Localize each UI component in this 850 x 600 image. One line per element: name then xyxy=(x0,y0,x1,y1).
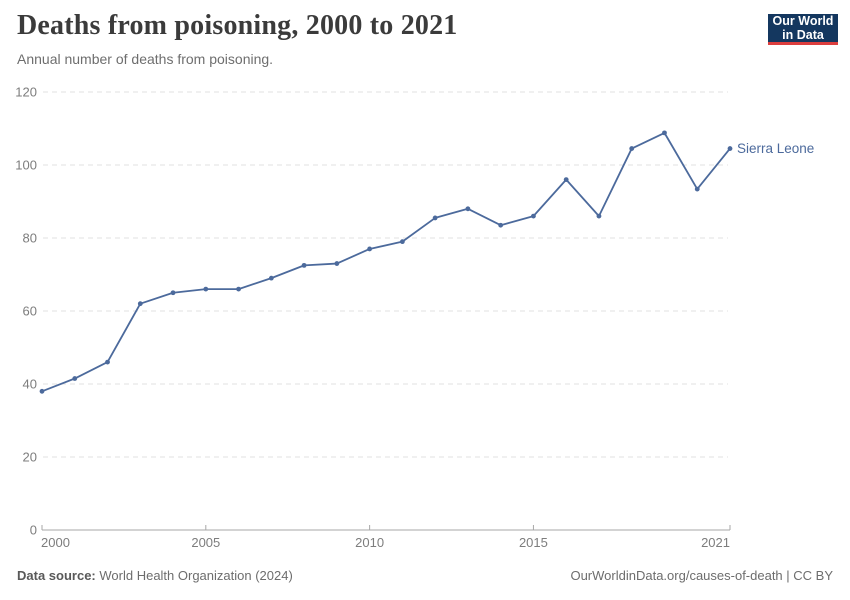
data-point xyxy=(596,213,602,219)
line-chart-canvas: 0 20 40 60 80 100 120 2000 2005 2010 2015 2021 Sierr… xyxy=(15,85,814,550)
data-point xyxy=(465,206,471,212)
data-point xyxy=(268,275,274,281)
data-point xyxy=(203,286,209,292)
data-point xyxy=(662,130,667,136)
x-tick-label: 2010 xyxy=(355,535,384,550)
data-point xyxy=(39,388,45,394)
data-point xyxy=(334,261,340,266)
data-point xyxy=(563,177,569,182)
x-tick-label: 2015 xyxy=(519,535,548,550)
data-point xyxy=(498,222,504,228)
y-tick-label: 120 xyxy=(15,85,37,100)
data-source-value: World Health Organization (2024) xyxy=(99,568,293,583)
y-tick-label: 40 xyxy=(23,377,37,392)
chart-title: Deaths from poisoning, 2000 to 2021 xyxy=(17,10,458,41)
x-tick-label: 2021 xyxy=(701,535,730,550)
data-point xyxy=(399,239,405,245)
owid-logo: Our World in Data xyxy=(768,14,838,45)
data-point xyxy=(137,301,143,307)
data-point xyxy=(727,146,733,151)
data-point xyxy=(694,186,700,192)
owid-logo-line2: in Data xyxy=(782,28,824,42)
owid-logo-line1: Our World xyxy=(772,14,834,28)
data-point xyxy=(432,215,438,221)
data-source-label: Data source: xyxy=(17,568,96,583)
data-point xyxy=(170,290,176,296)
y-tick-label: 80 xyxy=(23,231,37,246)
data-point xyxy=(367,246,373,252)
data-point xyxy=(236,286,241,292)
x-tick-label: 2000 xyxy=(41,535,70,550)
data-point xyxy=(531,213,536,219)
line-series xyxy=(41,131,731,393)
data-point xyxy=(72,376,78,381)
y-tick-label: 0 xyxy=(30,523,37,538)
y-tick-label: 60 xyxy=(23,304,37,319)
x-tick-label: 2005 xyxy=(191,535,220,550)
data-point xyxy=(629,146,635,151)
chart-subtitle: Annual number of deaths from poisoning. xyxy=(17,51,274,67)
data-point xyxy=(105,359,110,365)
data-source: Data source: World Health Organization (… xyxy=(17,568,293,583)
y-tick-label: 20 xyxy=(23,450,37,465)
data-point xyxy=(301,262,307,268)
y-tick-label: 100 xyxy=(15,158,37,173)
series-label: Sierra Leone xyxy=(737,141,814,156)
license-note: OurWorldinData.org/causes-of-death | CC … xyxy=(570,568,833,583)
